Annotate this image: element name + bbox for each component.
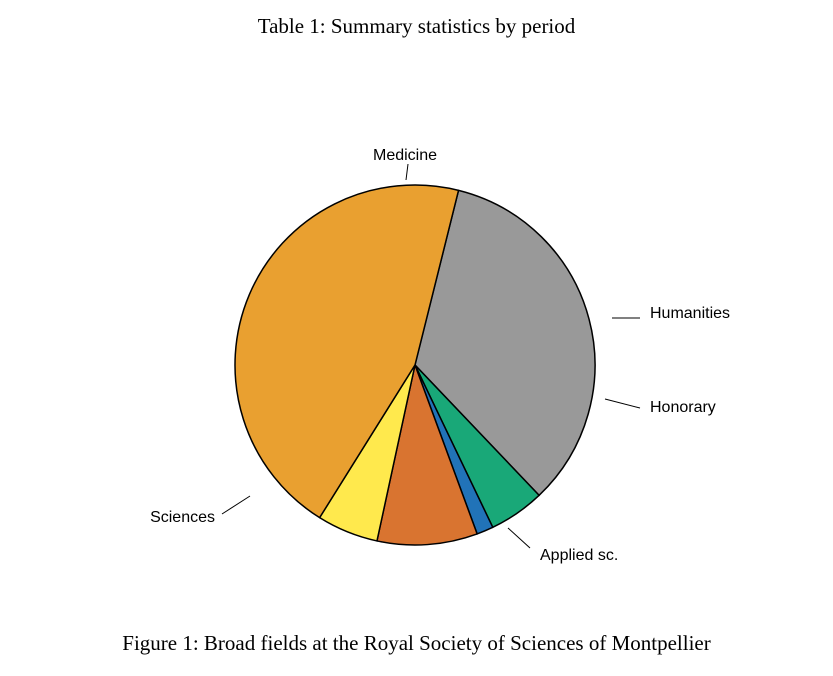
- leader-line: [222, 496, 250, 514]
- leader-line: [605, 399, 640, 408]
- slice-label-honorary: Honorary: [650, 399, 716, 416]
- table-caption: Table 1: Summary statistics by period: [0, 14, 833, 39]
- slice-label-humanities: Humanities: [650, 305, 730, 322]
- figure-caption: Figure 1: Broad fields at the Royal Soci…: [0, 631, 833, 656]
- figure-caption-text: Figure 1: Broad fields at the Royal Soci…: [122, 631, 710, 655]
- slice-label-applied-sc-: Applied sc.: [540, 547, 618, 564]
- leader-line: [406, 164, 408, 180]
- pie-chart: Medicine Humanities Honorary Applied sc. Sci…: [0, 90, 833, 590]
- table-caption-text: Table 1: Summary statistics by period: [258, 14, 576, 38]
- page-container: Table 1: Summary statistics by period Me…: [0, 0, 833, 676]
- slice-label-sciences: Sciences: [150, 509, 215, 526]
- pie-svg: Medicine Humanities Honorary Applied sc. Sci…: [0, 90, 833, 590]
- slice-label-medicine: Medicine: [373, 147, 437, 164]
- leader-line: [508, 528, 530, 548]
